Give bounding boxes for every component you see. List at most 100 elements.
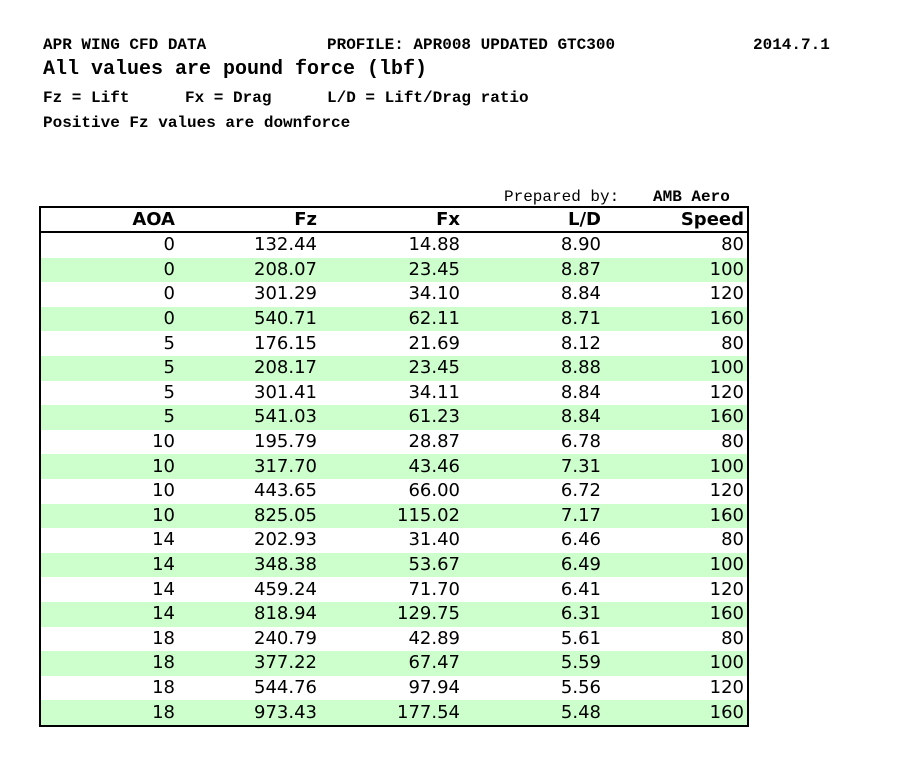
table-cell: 34.10 xyxy=(408,283,460,305)
note: Positive Fz values are downforce xyxy=(43,114,351,132)
table-cell: 14 xyxy=(152,554,175,576)
table-cell: 10 xyxy=(152,480,175,502)
table-cell: 240.79 xyxy=(254,627,317,649)
table-cell: 317.70 xyxy=(254,455,317,477)
table-cell: 5 xyxy=(163,357,175,379)
column-header: Speed xyxy=(680,208,744,230)
table-cell: 208.17 xyxy=(254,357,317,379)
table-cell: 8.84 xyxy=(560,406,601,428)
table-row: 0 208.07 23.45 8.87 100 xyxy=(41,257,747,283)
table-cell: 23.45 xyxy=(408,357,460,379)
table-cell: 6.41 xyxy=(560,578,601,600)
table-cell: 23.45 xyxy=(408,258,460,280)
table-cell: 97.94 xyxy=(408,676,460,698)
table-cell: 818.94 xyxy=(254,603,317,625)
table-cell: 120 xyxy=(709,283,744,305)
table-cell: 18 xyxy=(152,701,175,723)
doc-title: APR WING CFD DATA xyxy=(43,36,207,54)
table-cell: 18 xyxy=(152,676,175,698)
table-cell: 120 xyxy=(709,480,744,502)
table-row: 14 818.94 129.75 6.31 160 xyxy=(41,601,747,627)
table-cell: 8.88 xyxy=(560,357,601,379)
table-cell: 100 xyxy=(709,455,744,477)
table-cell: 5 xyxy=(163,332,175,354)
table-row: 10 825.05 115.02 7.17 160 xyxy=(41,503,747,529)
table-cell: 5.61 xyxy=(560,627,601,649)
table-cell: 160 xyxy=(709,406,744,428)
column-header: Fz xyxy=(294,208,317,230)
table-cell: 53.67 xyxy=(408,554,460,576)
table-row: 18 377.22 67.47 5.59 100 xyxy=(41,651,747,676)
table-cell: 0 xyxy=(163,283,175,305)
table-cell: 10 xyxy=(152,504,175,526)
table-cell: 177.54 xyxy=(397,701,460,723)
table-cell: 5 xyxy=(163,406,175,428)
table-cell: 14 xyxy=(152,529,175,551)
table-row: 5 541.03 61.23 8.84 160 xyxy=(41,405,747,430)
table-cell: 71.70 xyxy=(408,578,460,600)
table-cell: 61.23 xyxy=(408,406,460,428)
table-cell: 8.84 xyxy=(560,283,601,305)
table-row: 14 459.24 71.70 6.41 120 xyxy=(41,577,747,602)
table-cell: 5 xyxy=(163,381,175,403)
table-row: 14 348.38 53.67 6.49 100 xyxy=(41,552,747,578)
table-cell: 8.90 xyxy=(560,234,601,256)
table-cell: 100 xyxy=(709,652,744,674)
table-cell: 18 xyxy=(152,652,175,674)
table-cell: 541.03 xyxy=(254,406,317,428)
table-cell: 8.12 xyxy=(560,332,601,354)
table-row: 0 540.71 62.11 8.71 160 xyxy=(41,306,747,332)
table-cell: 21.69 xyxy=(408,332,460,354)
table-cell: 7.31 xyxy=(560,455,601,477)
prepared-name: AMB Aero xyxy=(653,188,730,206)
table-cell: 377.22 xyxy=(254,652,317,674)
table-row: 5 176.15 21.69 8.12 80 xyxy=(41,331,747,356)
table-cell: 80 xyxy=(721,431,744,453)
table-cell: 100 xyxy=(709,258,744,280)
table-row: 10 317.70 43.46 7.31 100 xyxy=(41,454,747,479)
table-cell: 6.78 xyxy=(560,431,601,453)
table-cell: 10 xyxy=(152,455,175,477)
profile: PROFILE: APR008 UPDATED GTC300 xyxy=(327,36,616,54)
table-cell: 6.49 xyxy=(560,554,601,576)
table-cell: 195.79 xyxy=(254,431,317,453)
table-cell: 10 xyxy=(152,431,175,453)
table-cell: 6.46 xyxy=(560,529,601,551)
table-cell: 14 xyxy=(152,578,175,600)
table-cell: 825.05 xyxy=(254,504,317,526)
date: 2014.7.1 xyxy=(753,36,830,54)
legend-item: Fz = Lift xyxy=(43,89,130,107)
prepared-label: Prepared by: xyxy=(504,188,620,206)
table-cell: 129.75 xyxy=(397,603,460,625)
table-cell: 459.24 xyxy=(254,578,317,600)
table-cell: 973.43 xyxy=(254,701,317,723)
table-cell: 7.17 xyxy=(560,504,601,526)
table-row: 18 973.43 177.54 5.48 160 xyxy=(41,700,747,725)
table-cell: 34.11 xyxy=(408,381,460,403)
table-row: 5 208.17 23.45 8.88 100 xyxy=(41,355,747,381)
table-cell: 160 xyxy=(709,308,744,330)
legend-item: Fx = Drag xyxy=(185,89,272,107)
table-cell: 67.47 xyxy=(408,652,460,674)
table-cell: 0 xyxy=(163,234,175,256)
table-cell: 6.31 xyxy=(560,603,601,625)
table-cell: 100 xyxy=(709,357,744,379)
table-cell: 120 xyxy=(709,676,744,698)
table-row: 0 301.29 34.10 8.84 120 xyxy=(41,282,747,307)
column-header: Fx xyxy=(436,208,460,230)
table-row: 10 443.65 66.00 6.72 120 xyxy=(41,479,747,504)
table-cell: 176.15 xyxy=(254,332,317,354)
table-row: 10 195.79 28.87 6.78 80 xyxy=(41,430,747,455)
table-cell: 80 xyxy=(721,332,744,354)
table-cell: 14.88 xyxy=(408,234,460,256)
table-row: 18 544.76 97.94 5.56 120 xyxy=(41,676,747,701)
table-cell: 120 xyxy=(709,381,744,403)
table-row: 0 132.44 14.88 8.90 80 xyxy=(41,233,747,258)
table-cell: 544.76 xyxy=(254,676,317,698)
table-cell: 202.93 xyxy=(254,529,317,551)
table-cell: 160 xyxy=(709,603,744,625)
table-cell: 62.11 xyxy=(408,308,460,330)
table-row: 5 301.41 34.11 8.84 120 xyxy=(41,381,747,406)
header-row: AOA Fz Fx L/D Speed xyxy=(41,208,747,233)
